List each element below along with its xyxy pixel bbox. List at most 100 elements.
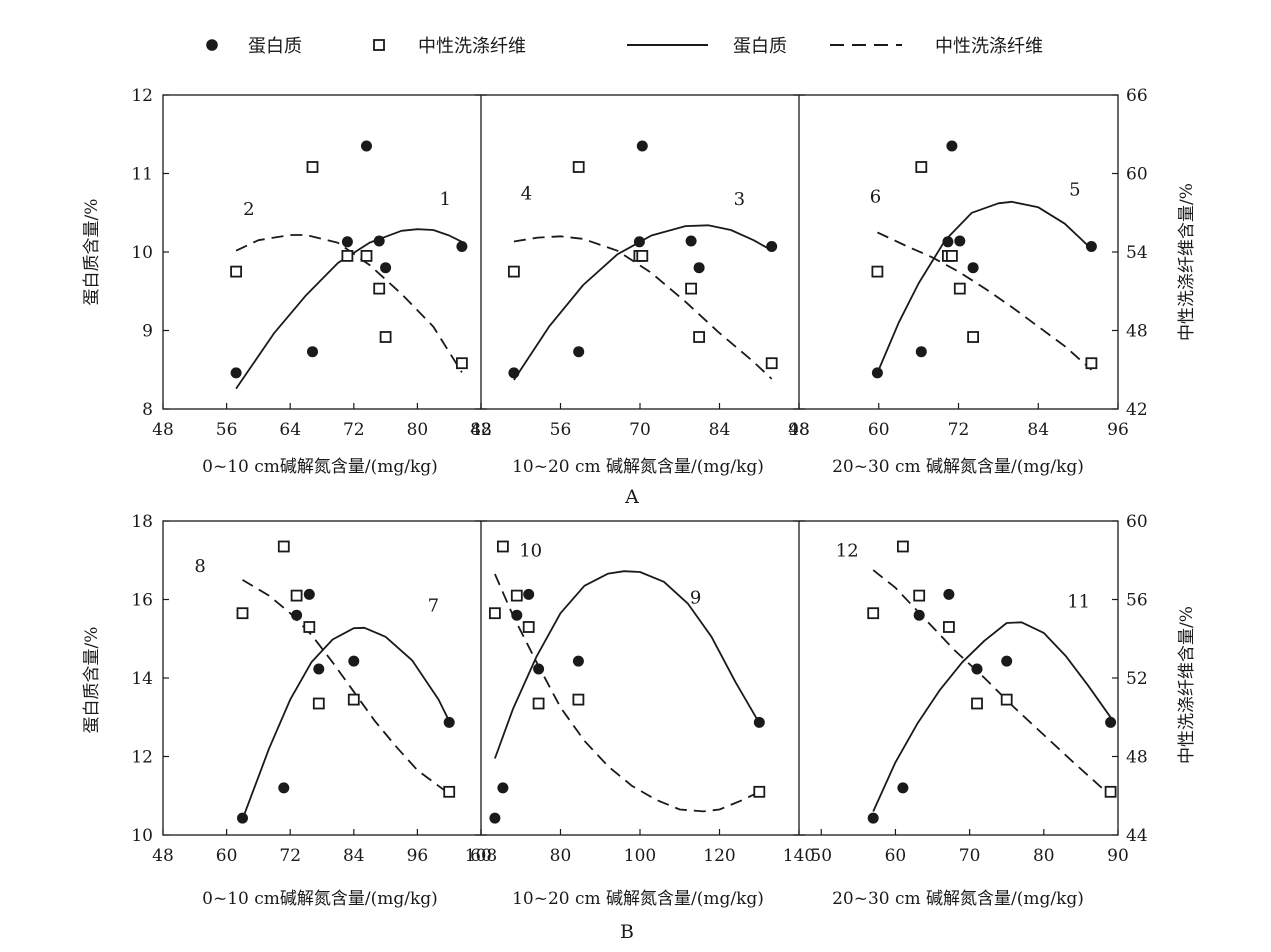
x-tick-label: 72 — [279, 846, 301, 866]
x-tick-label: 72 — [343, 420, 365, 440]
protein-point — [766, 241, 778, 252]
subplot-b1: 48 60 72 84 96 108 10 12 14 16 18 7 8 — [131, 512, 497, 866]
ndf-point — [1000, 693, 1013, 706]
protein-point — [1105, 716, 1117, 728]
protein-point — [511, 609, 523, 621]
x-tick-label: 120 — [703, 846, 735, 866]
y-tick-label: 12 — [131, 748, 153, 768]
ndf-point — [685, 282, 697, 295]
panel-b-left-axis-title: 蛋白质含量/% — [82, 627, 102, 734]
x-tick-label: 60 — [470, 846, 492, 866]
protein-curve-number: 7 — [428, 595, 439, 616]
ndf-point — [360, 249, 373, 262]
y-tick-label: 10 — [131, 243, 153, 263]
x-tick-label: 96 — [407, 846, 429, 866]
ndf-curve-number: 12 — [836, 540, 859, 561]
subplot-b2-x-title: 10~20 cm 碱解氮含量/(mg/kg) — [512, 889, 764, 909]
ndf-point — [496, 540, 509, 553]
ndf-point — [507, 265, 520, 278]
panel-b-right-axis-title: 中性洗涤纤维含量/% — [1177, 606, 1197, 764]
ndf-point — [1085, 357, 1098, 370]
ndf-curve-number: 4 — [521, 183, 532, 204]
protein-fit-curve — [872, 621, 1112, 812]
ndf-point — [532, 697, 545, 710]
protein-curve-number: 11 — [1067, 591, 1090, 612]
panel-b-frame — [162, 520, 1119, 836]
protein-fit-curve — [494, 570, 761, 759]
protein-point — [1001, 655, 1013, 667]
protein-point — [237, 812, 248, 824]
ndf-fit-curve — [235, 234, 463, 373]
ndf-fit-curve — [872, 569, 1112, 797]
ndf-point — [1104, 785, 1117, 798]
ndf-point — [967, 331, 979, 343]
ndf-point — [290, 589, 303, 602]
protein-point — [915, 346, 927, 358]
protein-point — [443, 716, 455, 728]
subplot-b3-x-title: 20~30 cm 碱解氮含量/(mg/kg) — [832, 889, 1084, 909]
protein-point — [341, 236, 353, 248]
protein-point — [373, 235, 385, 247]
protein-fit-curve — [235, 228, 463, 390]
subplot-a1-x-title: 0~10 cm碱解氮含量/(mg/kg) — [202, 457, 438, 477]
y2-tick-label: 44 — [1126, 826, 1148, 846]
protein-point — [278, 782, 290, 794]
protein-point — [508, 367, 520, 379]
protein-point — [361, 140, 372, 152]
ndf-curve-number: 8 — [194, 556, 205, 577]
x-tick-label: 56 — [216, 420, 238, 440]
y-tick-label: 14 — [131, 669, 153, 689]
protein-point — [942, 236, 954, 248]
y2-tick-label: 60 — [1126, 165, 1148, 185]
protein-point — [943, 588, 955, 600]
x-tick-label: 88 — [470, 420, 492, 440]
ndf-point — [971, 697, 983, 710]
protein-point — [303, 588, 315, 600]
x-tick-label: 50 — [810, 846, 832, 866]
x-tick-label: 80 — [550, 846, 572, 866]
x-tick-label: 60 — [885, 846, 907, 866]
ndf-point — [765, 357, 778, 370]
x-tick-label: 84 — [343, 846, 365, 866]
protein-point — [313, 663, 325, 675]
ndf-fit-curve — [494, 573, 760, 813]
legend-ndf-marker-label: 中性洗涤纤维 — [418, 36, 526, 57]
x-tick-label: 80 — [407, 420, 429, 440]
ndf-fit-curve — [877, 231, 1092, 371]
ndf-point — [341, 249, 354, 262]
ndf-point — [946, 249, 958, 262]
ndf-point — [572, 161, 585, 173]
protein-point — [573, 346, 585, 358]
ndf-point — [572, 693, 585, 706]
y-tick-label: 18 — [131, 512, 153, 532]
ndf-point — [913, 589, 926, 602]
ndf-point — [277, 540, 290, 553]
ndf-point — [871, 265, 884, 278]
ndf-point — [693, 331, 705, 343]
protein-point — [497, 782, 509, 794]
protein-point — [456, 241, 468, 252]
y2-tick-label: 42 — [1126, 400, 1148, 420]
protein-point — [897, 782, 909, 794]
protein-point — [636, 140, 648, 152]
x-tick-label: 70 — [959, 846, 981, 866]
y-tick-label: 12 — [131, 86, 153, 106]
protein-point — [967, 262, 979, 274]
y-tick-label: 16 — [131, 591, 153, 611]
y-tick-label: 8 — [142, 400, 153, 420]
ndf-curve-number: 10 — [519, 540, 542, 561]
x-tick-label: 60 — [216, 846, 238, 866]
ndf-curve-number: 6 — [870, 187, 881, 208]
protein-point — [291, 609, 303, 621]
ndf-point — [867, 607, 880, 620]
y2-tick-label: 52 — [1126, 669, 1148, 689]
ndf-point — [488, 607, 501, 620]
ndf-point — [915, 161, 928, 173]
protein-point — [523, 588, 535, 600]
protein-point — [230, 367, 242, 379]
panel-label-b: B — [620, 921, 634, 943]
ndf-fit-curve — [242, 579, 450, 795]
ndf-point — [443, 785, 456, 798]
